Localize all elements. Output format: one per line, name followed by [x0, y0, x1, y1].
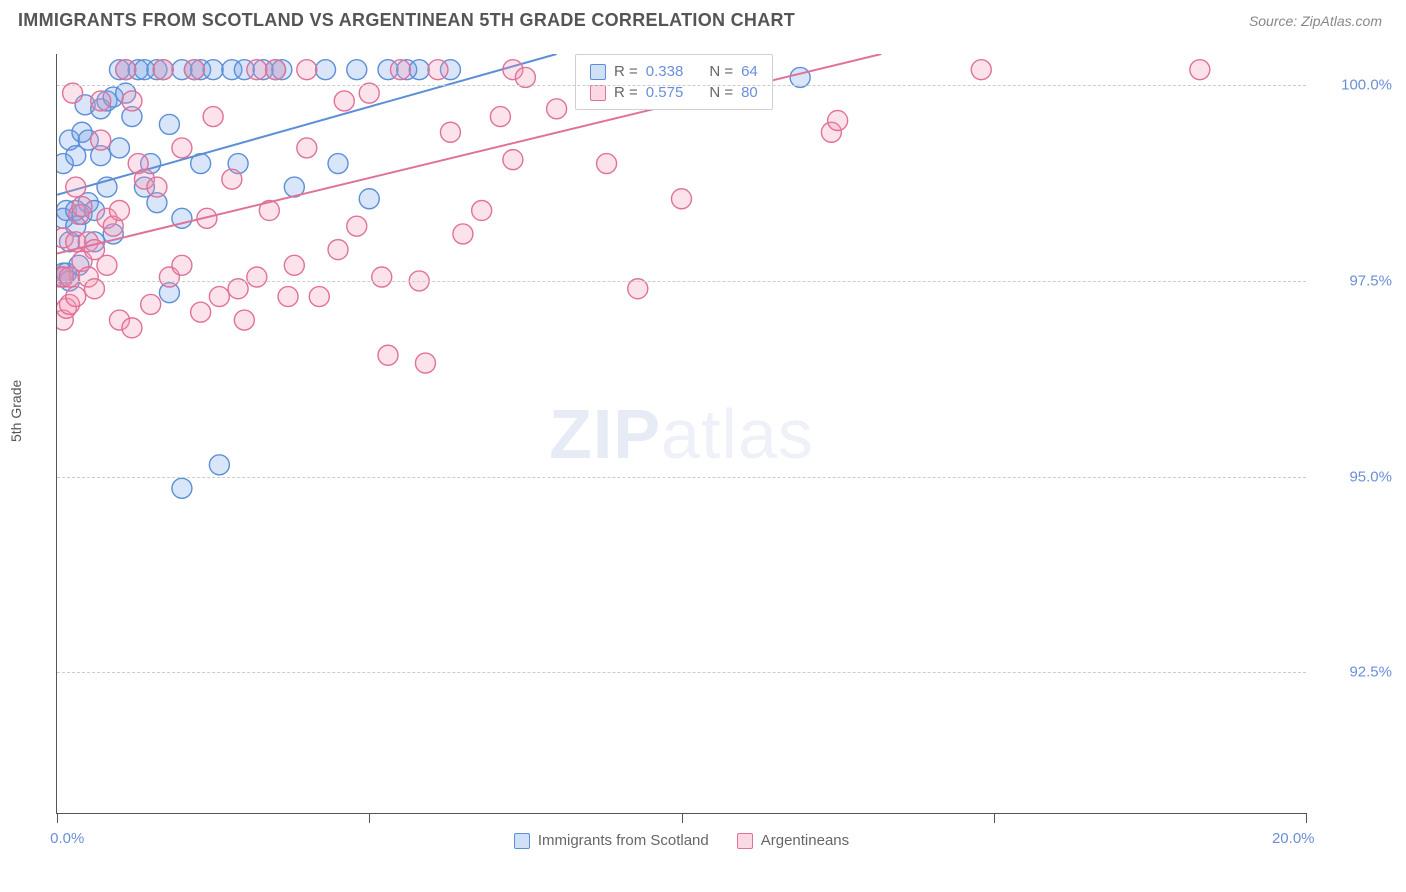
scatter-point: [597, 154, 617, 174]
scatter-point: [390, 60, 410, 80]
scatter-point: [334, 91, 354, 111]
scatter-point: [266, 60, 286, 80]
y-axis-label: 5th Grade: [8, 380, 24, 442]
scatter-point: [309, 287, 329, 307]
x-tick: [369, 813, 370, 823]
correlation-legend: R = 0.338 N = 64 R = 0.575 N = 80: [575, 54, 773, 110]
scatter-point: [1190, 60, 1210, 80]
swatch-series-2: [737, 833, 753, 849]
scatter-point: [109, 138, 129, 158]
scatter-point: [66, 287, 86, 307]
header: IMMIGRANTS FROM SCOTLAND VS ARGENTINEAN …: [0, 0, 1406, 39]
scatter-point: [284, 255, 304, 275]
series-2-label: Argentineans: [761, 832, 849, 849]
scatter-point: [378, 345, 398, 365]
chart-title: IMMIGRANTS FROM SCOTLAND VS ARGENTINEAN …: [18, 10, 795, 31]
scatter-point: [209, 287, 229, 307]
scatter-point: [147, 177, 167, 197]
scatter-point: [503, 150, 523, 170]
r-value-series-1: 0.338: [646, 63, 684, 80]
scatter-point: [122, 318, 142, 338]
scatter-point: [359, 189, 379, 209]
x-tick: [1306, 813, 1307, 823]
scatter-point: [372, 267, 392, 287]
scatter-point: [278, 287, 298, 307]
legend-item-series-2: Argentineans: [737, 832, 849, 849]
scatter-point: [203, 107, 223, 127]
scatter-point: [141, 294, 161, 314]
scatter-point: [191, 302, 211, 322]
scatter-point: [316, 60, 336, 80]
gridline: [57, 672, 1306, 673]
scatter-point: [453, 224, 473, 244]
gridline: [57, 281, 1306, 282]
scatter-point: [971, 60, 991, 80]
scatter-point: [209, 455, 229, 475]
scatter-point: [328, 240, 348, 260]
scatter-point: [172, 138, 192, 158]
x-tick-label: 0.0%: [50, 830, 84, 847]
scatter-point: [122, 91, 142, 111]
scatter-point: [172, 478, 192, 498]
scatter-point: [72, 197, 92, 217]
chart-container: 5th Grade ZIPatlas R = 0.338 N = 64 R = …: [0, 42, 1406, 892]
legend-item-series-1: Immigrants from Scotland: [514, 832, 709, 849]
scatter-point: [222, 169, 242, 189]
scatter-point: [428, 60, 448, 80]
n-value-series-1: 64: [741, 63, 758, 80]
scatter-point: [547, 99, 567, 119]
scatter-point: [440, 122, 460, 142]
scatter-point: [247, 267, 267, 287]
scatter-point: [672, 189, 692, 209]
scatter-point: [472, 200, 492, 220]
gridline: [57, 477, 1306, 478]
gridline: [57, 85, 1306, 86]
scatter-point: [203, 60, 223, 80]
plot-area: ZIPatlas R = 0.338 N = 64 R = 0.575 N = …: [56, 54, 1306, 814]
swatch-series-1: [590, 64, 606, 80]
swatch-series-1: [514, 833, 530, 849]
scatter-point: [297, 138, 317, 158]
scatter-point: [234, 310, 254, 330]
y-tick-label: 100.0%: [1312, 77, 1392, 94]
scatter-point: [347, 60, 367, 80]
y-tick-label: 95.0%: [1312, 468, 1392, 485]
r-label: R =: [614, 63, 638, 80]
scatter-point: [409, 60, 429, 80]
scatter-point: [347, 216, 367, 236]
y-tick-label: 92.5%: [1312, 664, 1392, 681]
scatter-point: [91, 91, 111, 111]
scatter-point: [328, 154, 348, 174]
scatter-point: [247, 60, 267, 80]
scatter-point: [109, 200, 129, 220]
r-value-series-2: 0.575: [646, 84, 684, 101]
scatter-svg: [57, 54, 1306, 813]
x-tick: [57, 813, 58, 823]
x-tick: [994, 813, 995, 823]
scatter-point: [91, 130, 111, 150]
x-tick: [682, 813, 683, 823]
scatter-point: [116, 60, 136, 80]
series-legend: Immigrants from Scotland Argentineans: [57, 832, 1306, 849]
y-tick-label: 97.5%: [1312, 272, 1392, 289]
x-tick-label: 20.0%: [1272, 830, 1315, 847]
n-label: N =: [709, 84, 733, 101]
scatter-point: [297, 60, 317, 80]
scatter-point: [153, 60, 173, 80]
swatch-series-2: [590, 85, 606, 101]
r-label: R =: [614, 84, 638, 101]
legend-row-series-1: R = 0.338 N = 64: [590, 61, 758, 82]
scatter-point: [172, 255, 192, 275]
series-1-label: Immigrants from Scotland: [538, 832, 709, 849]
source-attribution: Source: ZipAtlas.com: [1249, 13, 1382, 29]
scatter-point: [97, 255, 117, 275]
n-label: N =: [709, 63, 733, 80]
scatter-point: [184, 60, 204, 80]
scatter-point: [828, 111, 848, 131]
scatter-point: [159, 114, 179, 134]
n-value-series-2: 80: [741, 84, 758, 101]
scatter-point: [490, 107, 510, 127]
scatter-point: [66, 177, 86, 197]
scatter-point: [415, 353, 435, 373]
